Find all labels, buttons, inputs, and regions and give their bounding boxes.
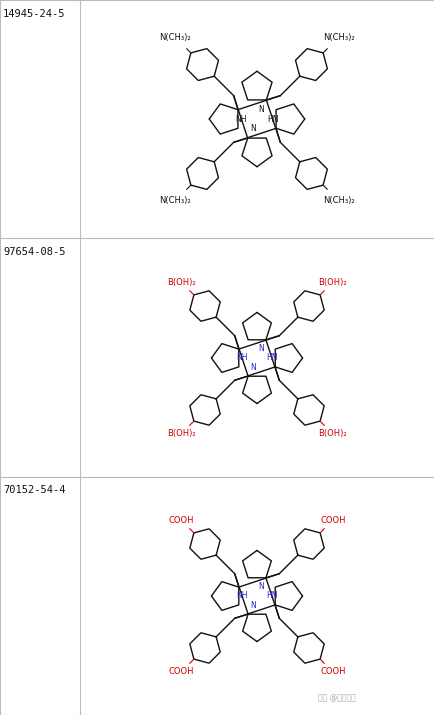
- Text: HN: HN: [266, 591, 277, 601]
- Text: COOH: COOH: [319, 667, 345, 676]
- Text: B(OH)₂: B(OH)₂: [167, 429, 195, 438]
- Text: 70152-54-4: 70152-54-4: [3, 485, 66, 495]
- Text: NH: NH: [236, 591, 247, 601]
- Text: NH: NH: [236, 353, 247, 363]
- Text: HN: HN: [266, 353, 277, 363]
- Text: N: N: [257, 583, 263, 591]
- Text: NH: NH: [235, 114, 247, 124]
- Text: COOH: COOH: [319, 516, 345, 525]
- Text: N(CH₃)₂: N(CH₃)₂: [322, 33, 354, 42]
- Text: 97654-08-5: 97654-08-5: [3, 247, 66, 257]
- Text: COOH: COOH: [168, 516, 194, 525]
- Text: N: N: [257, 105, 263, 114]
- Text: N(CH₃)₂: N(CH₃)₂: [322, 196, 354, 205]
- Text: COOH: COOH: [168, 667, 194, 676]
- Text: 知乎 @齐岳遇见: 知乎 @齐岳遇见: [317, 693, 355, 702]
- Text: B(OH)₂: B(OH)₂: [167, 277, 195, 287]
- Text: B(OH)₂: B(OH)₂: [318, 429, 346, 438]
- Text: N(CH₃)₂: N(CH₃)₂: [159, 33, 191, 42]
- Text: N: N: [257, 345, 263, 353]
- Text: N: N: [250, 124, 255, 133]
- Text: N: N: [250, 601, 256, 610]
- Text: N: N: [250, 363, 256, 372]
- Text: 14945-24-5: 14945-24-5: [3, 9, 66, 19]
- Text: HN: HN: [266, 114, 278, 124]
- Text: B(OH)₂: B(OH)₂: [318, 277, 346, 287]
- Text: N(CH₃)₂: N(CH₃)₂: [159, 196, 191, 205]
